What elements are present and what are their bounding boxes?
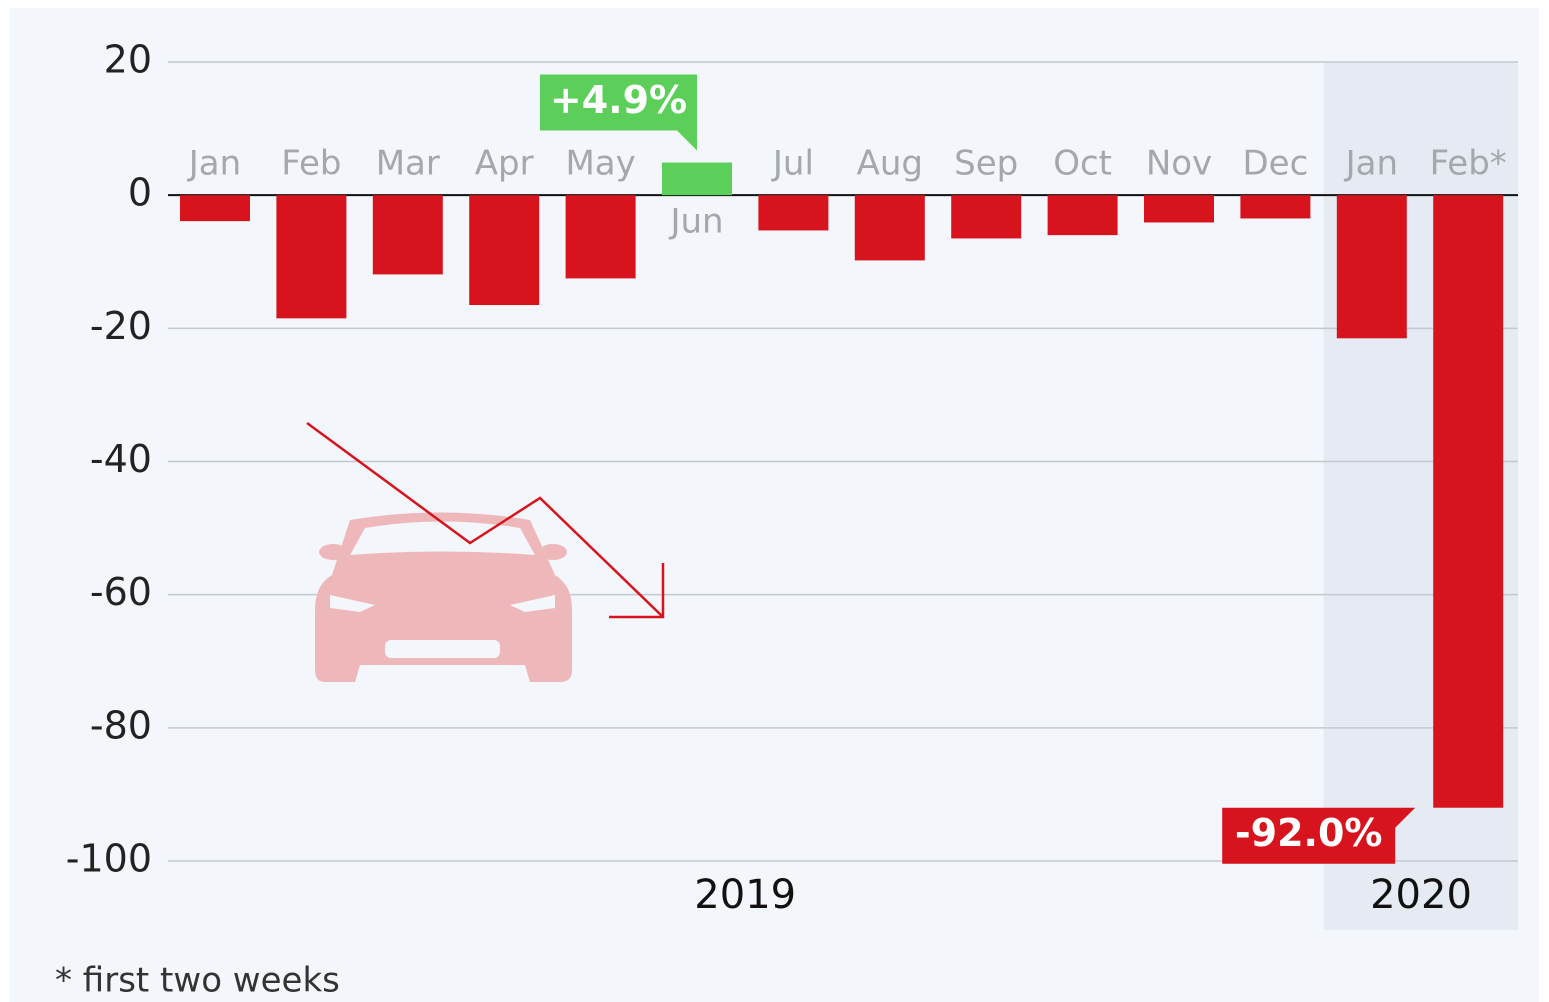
bar: [662, 162, 732, 196]
x-tick-label: Dec: [1243, 144, 1309, 184]
bar: [469, 195, 540, 306]
x-tick-label: Mar: [376, 144, 440, 184]
y-tick-label: 20: [104, 38, 152, 82]
x-tick-label: Sep: [954, 144, 1018, 184]
x-tick-label: Feb: [281, 144, 341, 184]
x-tick-label: Feb*: [1430, 144, 1507, 184]
x-tick-label: Jan: [1344, 144, 1398, 184]
bar: [276, 195, 347, 319]
bar: [758, 195, 829, 231]
trend-arrow: [306, 421, 665, 619]
y-tick-label: 0: [128, 171, 152, 215]
y-tick-label: -80: [90, 703, 152, 747]
bar: [951, 195, 1022, 239]
x-tick-label: Aug: [857, 144, 923, 184]
bar: [1433, 195, 1504, 808]
y-tick-label: -20: [90, 304, 152, 348]
label-box: [1222, 807, 1416, 864]
x-tick-label: Jan: [187, 144, 241, 184]
y-tick-label: -40: [90, 437, 152, 481]
x-tick-label: Jun: [668, 202, 723, 242]
label-box: [540, 74, 697, 151]
group-label: 2019: [694, 872, 796, 918]
bar: [180, 195, 250, 222]
car-icon: [315, 512, 572, 682]
bar: [1240, 195, 1311, 219]
bar: [854, 195, 925, 261]
x-tick-label: Oct: [1053, 144, 1112, 184]
value-label: +4.9%: [550, 78, 687, 122]
bar: [565, 195, 636, 279]
x-tick-label: May: [565, 144, 635, 184]
y-tick-label: -60: [90, 570, 152, 614]
footnote: * first two weeks: [55, 961, 340, 1001]
bar: [1336, 195, 1407, 339]
x-tick-label: Nov: [1146, 144, 1212, 184]
bar: [1047, 195, 1118, 236]
x-tick-label: Apr: [475, 144, 534, 184]
x-tick-label: Jul: [771, 144, 814, 184]
value-label: -92.0%: [1235, 811, 1383, 855]
y-tick-label: -100: [66, 837, 152, 881]
group-label: 2020: [1370, 872, 1472, 918]
bar: [1144, 195, 1214, 223]
bar: [372, 195, 443, 275]
